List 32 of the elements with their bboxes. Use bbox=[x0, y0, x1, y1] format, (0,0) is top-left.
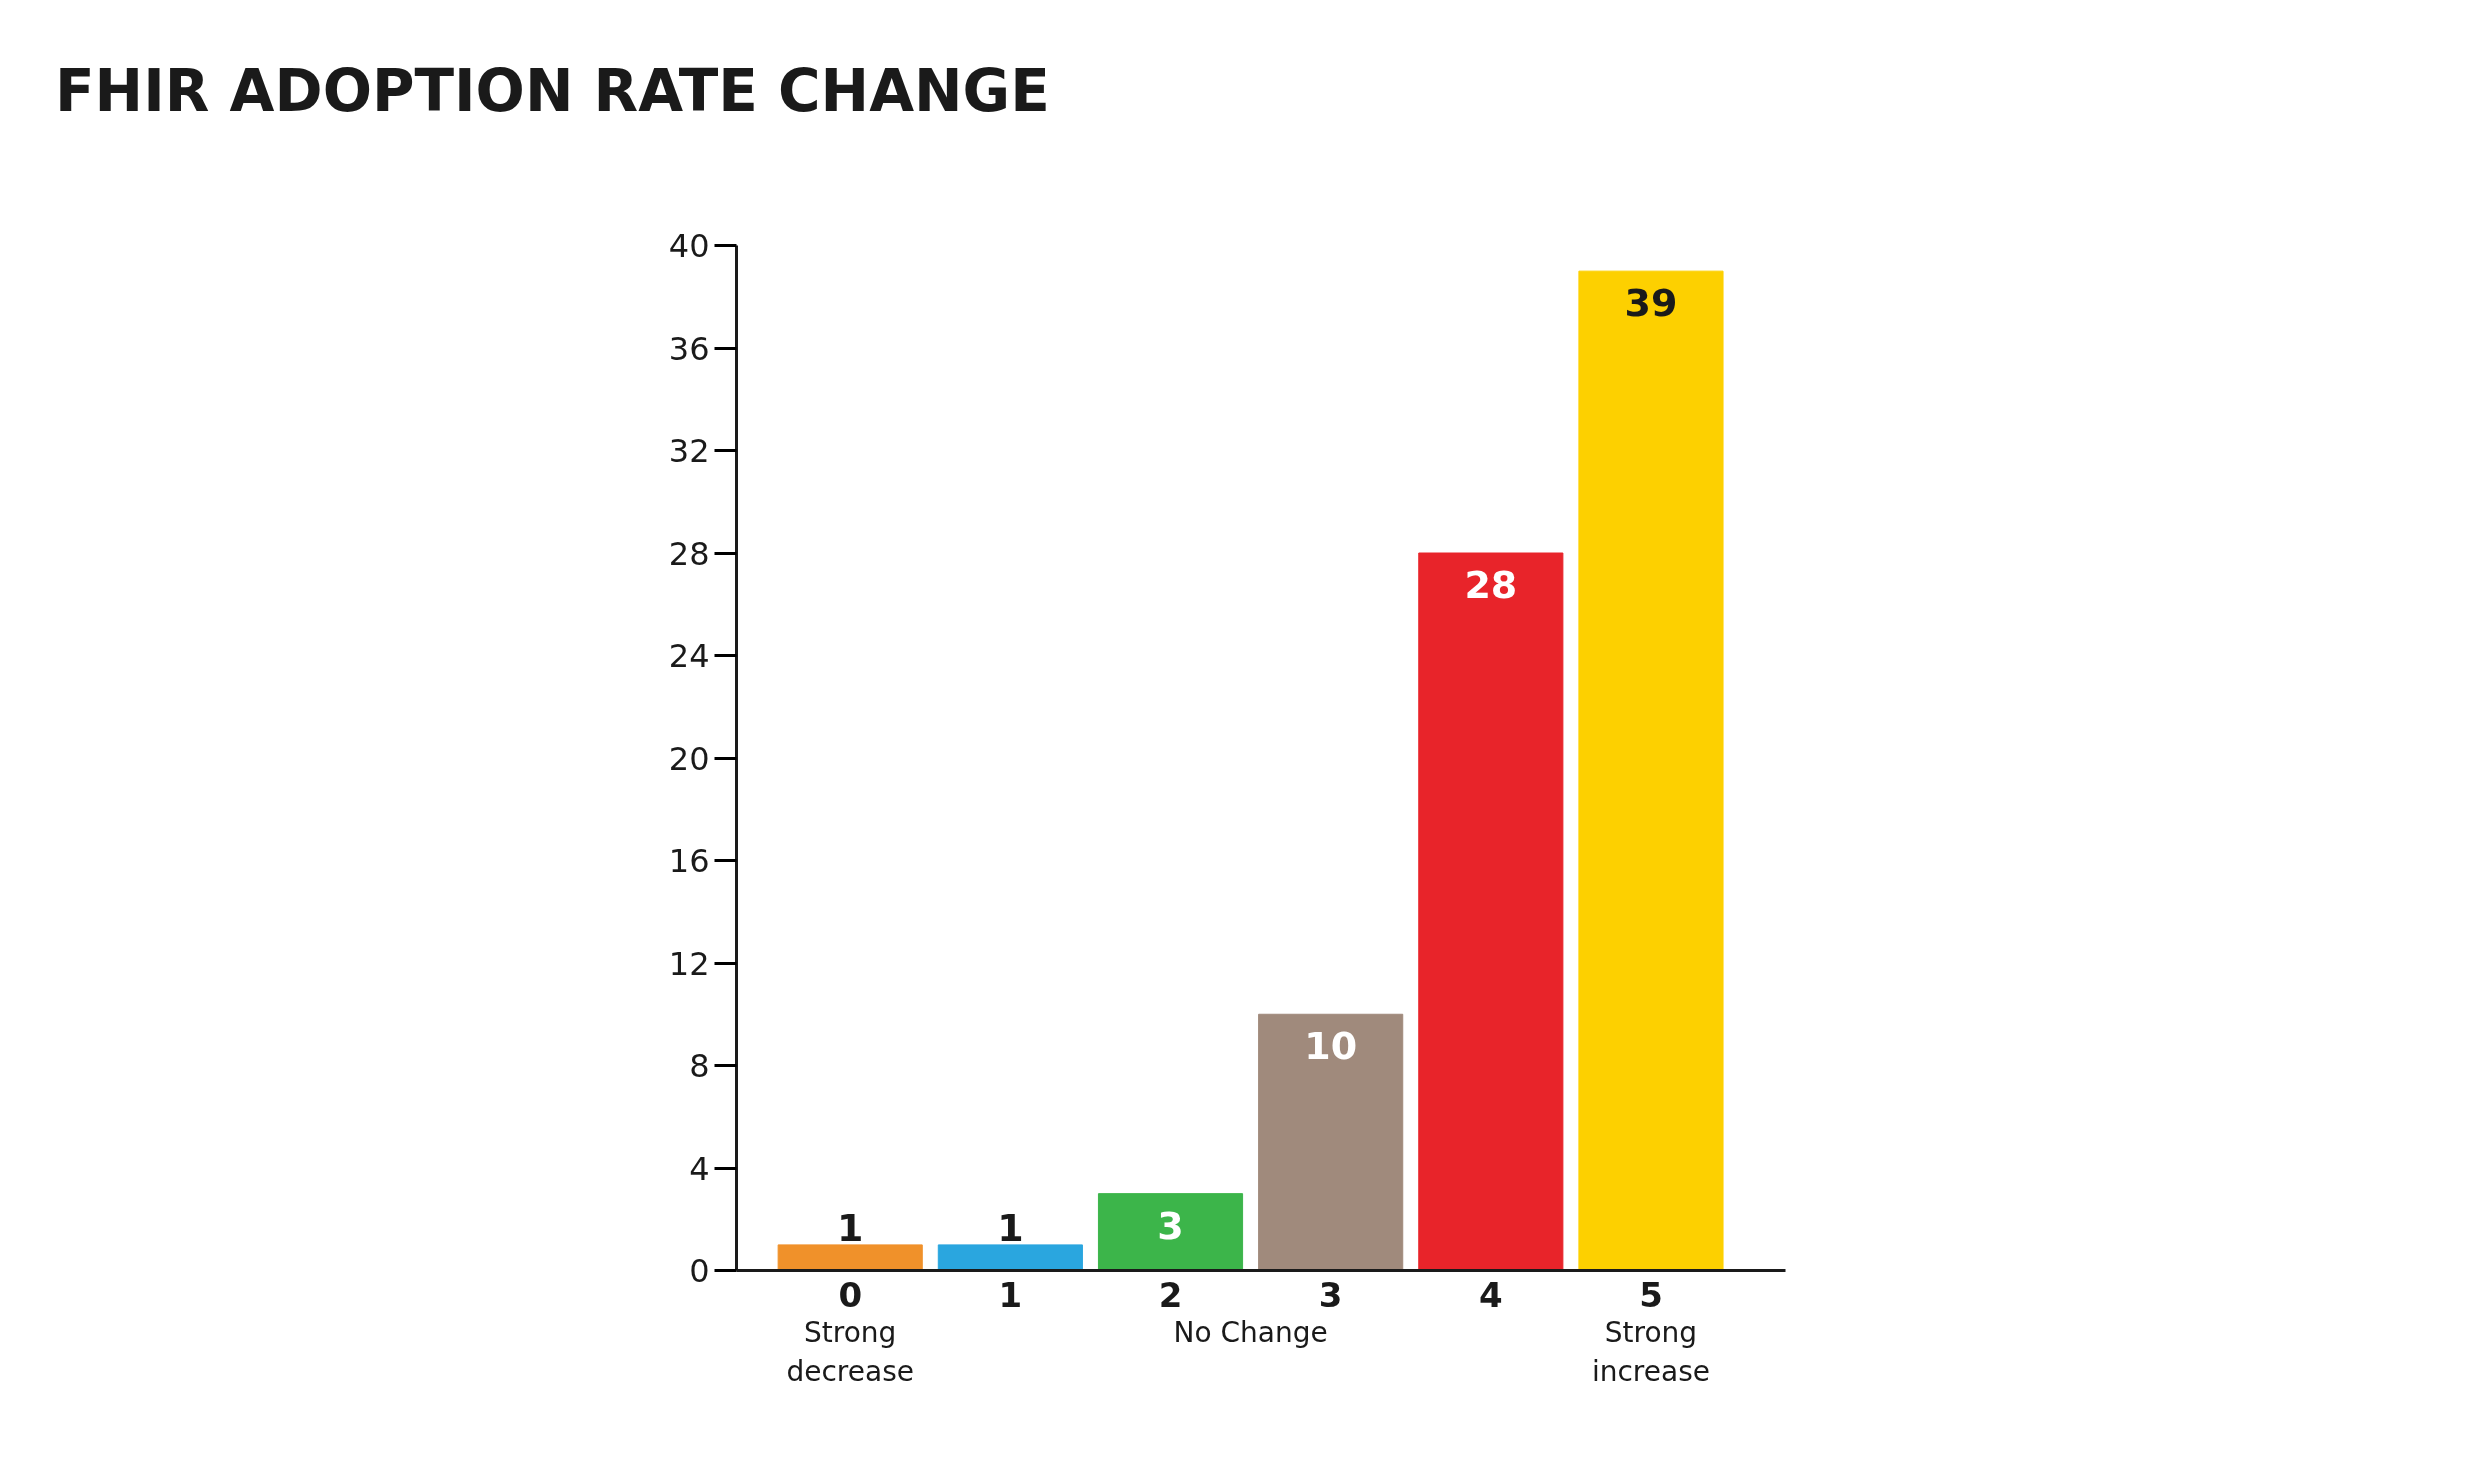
data-label: 3 bbox=[1157, 1203, 1184, 1248]
data-label: 28 bbox=[1464, 563, 1518, 607]
text: Strong decrease bbox=[786, 1315, 914, 1389]
text: Strong increase bbox=[1591, 1315, 1710, 1389]
y-tick-label: 16 bbox=[668, 842, 710, 880]
y-tick-label: 20 bbox=[668, 739, 710, 778]
bar bbox=[937, 1244, 1083, 1271]
data-label: 1 bbox=[836, 1205, 864, 1250]
chart-title: FHIR ADOPTION RATE CHANGE bbox=[55, 56, 1050, 127]
y-tick-label: 36 bbox=[668, 329, 710, 368]
x-tick-label: 4 bbox=[1478, 1274, 1503, 1315]
data-label: 39 bbox=[1624, 281, 1678, 326]
data-label: 1 bbox=[997, 1205, 1024, 1250]
data-label: 10 bbox=[1304, 1024, 1358, 1069]
y-tick-label: 24 bbox=[668, 637, 710, 675]
bar bbox=[1418, 552, 1564, 1271]
bar bbox=[777, 1244, 923, 1271]
y-tick-label: 4 bbox=[689, 1149, 710, 1188]
y-tick-label: 12 bbox=[668, 944, 710, 983]
y-tick-label: 28 bbox=[668, 534, 710, 573]
bar bbox=[1258, 1013, 1404, 1271]
bar bbox=[1578, 270, 1724, 1271]
y-tick-label: 32 bbox=[668, 432, 710, 470]
x-tick-label: 2 bbox=[1158, 1274, 1183, 1315]
x-tick-label: 3 bbox=[1318, 1274, 1343, 1315]
bar bbox=[1097, 1193, 1244, 1271]
y-tick-label: 8 bbox=[689, 1047, 710, 1085]
y-tick-label: 40 bbox=[668, 227, 710, 265]
x-tick-label: 1 bbox=[998, 1274, 1023, 1315]
x-tick-label: 5 bbox=[1639, 1274, 1663, 1315]
text: No Change bbox=[1173, 1315, 1328, 1349]
x-tick-label: 0 bbox=[838, 1274, 863, 1315]
